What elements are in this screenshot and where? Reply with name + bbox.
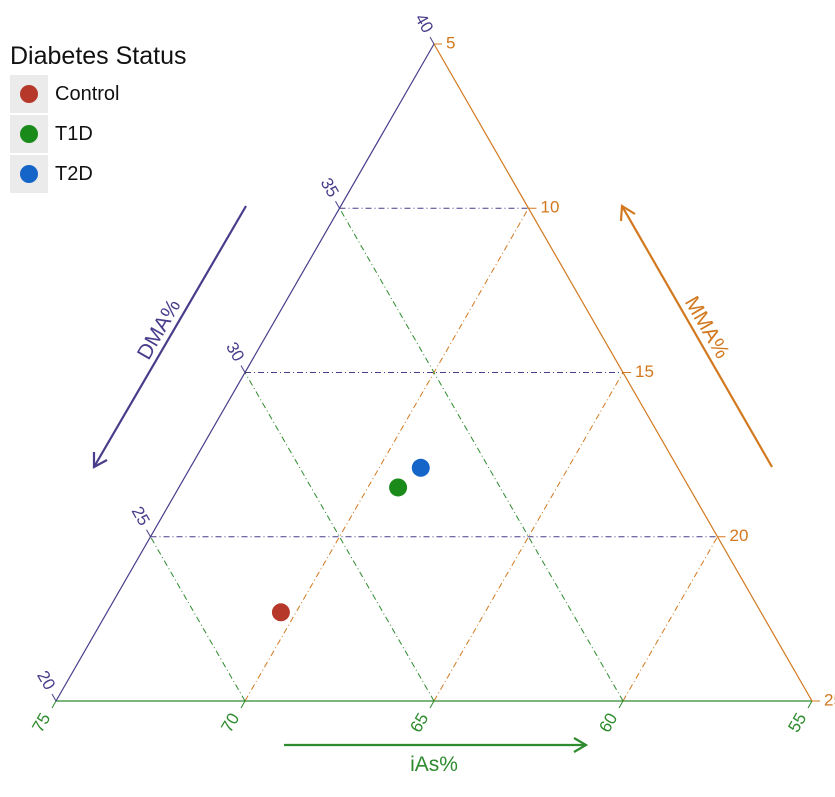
- legend-label: Control: [55, 82, 120, 105]
- ias-tick-label: 65: [406, 710, 432, 736]
- ias-tick: [51, 700, 57, 709]
- mma-tick-label: 25: [824, 690, 835, 709]
- data-points: [271, 458, 430, 622]
- legend-label: T2D: [55, 162, 93, 185]
- mma-gridline: [433, 372, 624, 702]
- ias-gridline: [150, 536, 246, 702]
- data-point-t1d: [389, 478, 408, 497]
- dma-tick: [429, 36, 435, 45]
- mma-arrowhead: [619, 204, 636, 222]
- dma-tick-label: 40: [411, 10, 437, 36]
- dma-tick-label: 20: [33, 667, 59, 693]
- data-point-t2d: [411, 458, 430, 477]
- mma-arrow: [621, 205, 773, 468]
- data-point-control: [271, 603, 290, 622]
- gridlines: [150, 207, 718, 702]
- ias-tick-label: 60: [595, 710, 621, 736]
- dma-arrowhead: [92, 452, 108, 469]
- ias-arrowhead: [573, 737, 589, 753]
- legend-item: T1D: [10, 114, 187, 154]
- legend-title: Diabetes Status: [10, 42, 187, 70]
- ias-axis-title: iAs%: [410, 753, 458, 776]
- dma-tick: [146, 529, 151, 537]
- dma-tick-label: 30: [222, 339, 248, 365]
- ias-tick-label: 70: [217, 710, 243, 736]
- mma-tick-label: 5: [446, 33, 455, 52]
- ias-tick-label: 55: [784, 710, 810, 736]
- legend: Diabetes Status Control T1D T2D: [10, 42, 187, 194]
- mma-gridline: [622, 536, 718, 702]
- legend-key: [10, 115, 48, 153]
- legend-label: T1D: [55, 122, 93, 145]
- dma-tick: [335, 201, 340, 209]
- dma-tick-label: 25: [128, 503, 154, 529]
- ias-tick: [807, 700, 813, 709]
- ias-gridline: [339, 208, 624, 702]
- legend-key: [10, 75, 48, 113]
- mma-gridline: [244, 208, 529, 702]
- mma-tick-label: 10: [541, 198, 560, 217]
- dma-tick-label: 35: [317, 175, 343, 201]
- legend-swatch: [20, 85, 38, 103]
- legend-swatch: [20, 165, 38, 183]
- legend-key: [10, 155, 48, 193]
- ias-tick-label: 75: [28, 710, 54, 736]
- ias-tick: [429, 700, 435, 709]
- axis-titles: iAs%DMA% MMA%: [92, 204, 773, 776]
- ias-tick: [618, 700, 624, 709]
- dma-tick: [240, 365, 246, 373]
- ias-tick: [240, 700, 246, 709]
- mma-tick-label: 20: [730, 526, 749, 545]
- ias-gridline: [244, 372, 435, 702]
- mma-tick-label: 15: [635, 362, 654, 381]
- legend-item: Control: [10, 74, 187, 114]
- legend-swatch: [20, 125, 38, 143]
- dma-tick: [51, 693, 57, 702]
- dma-arrow: [93, 205, 247, 468]
- legend-item: T2D: [10, 154, 187, 194]
